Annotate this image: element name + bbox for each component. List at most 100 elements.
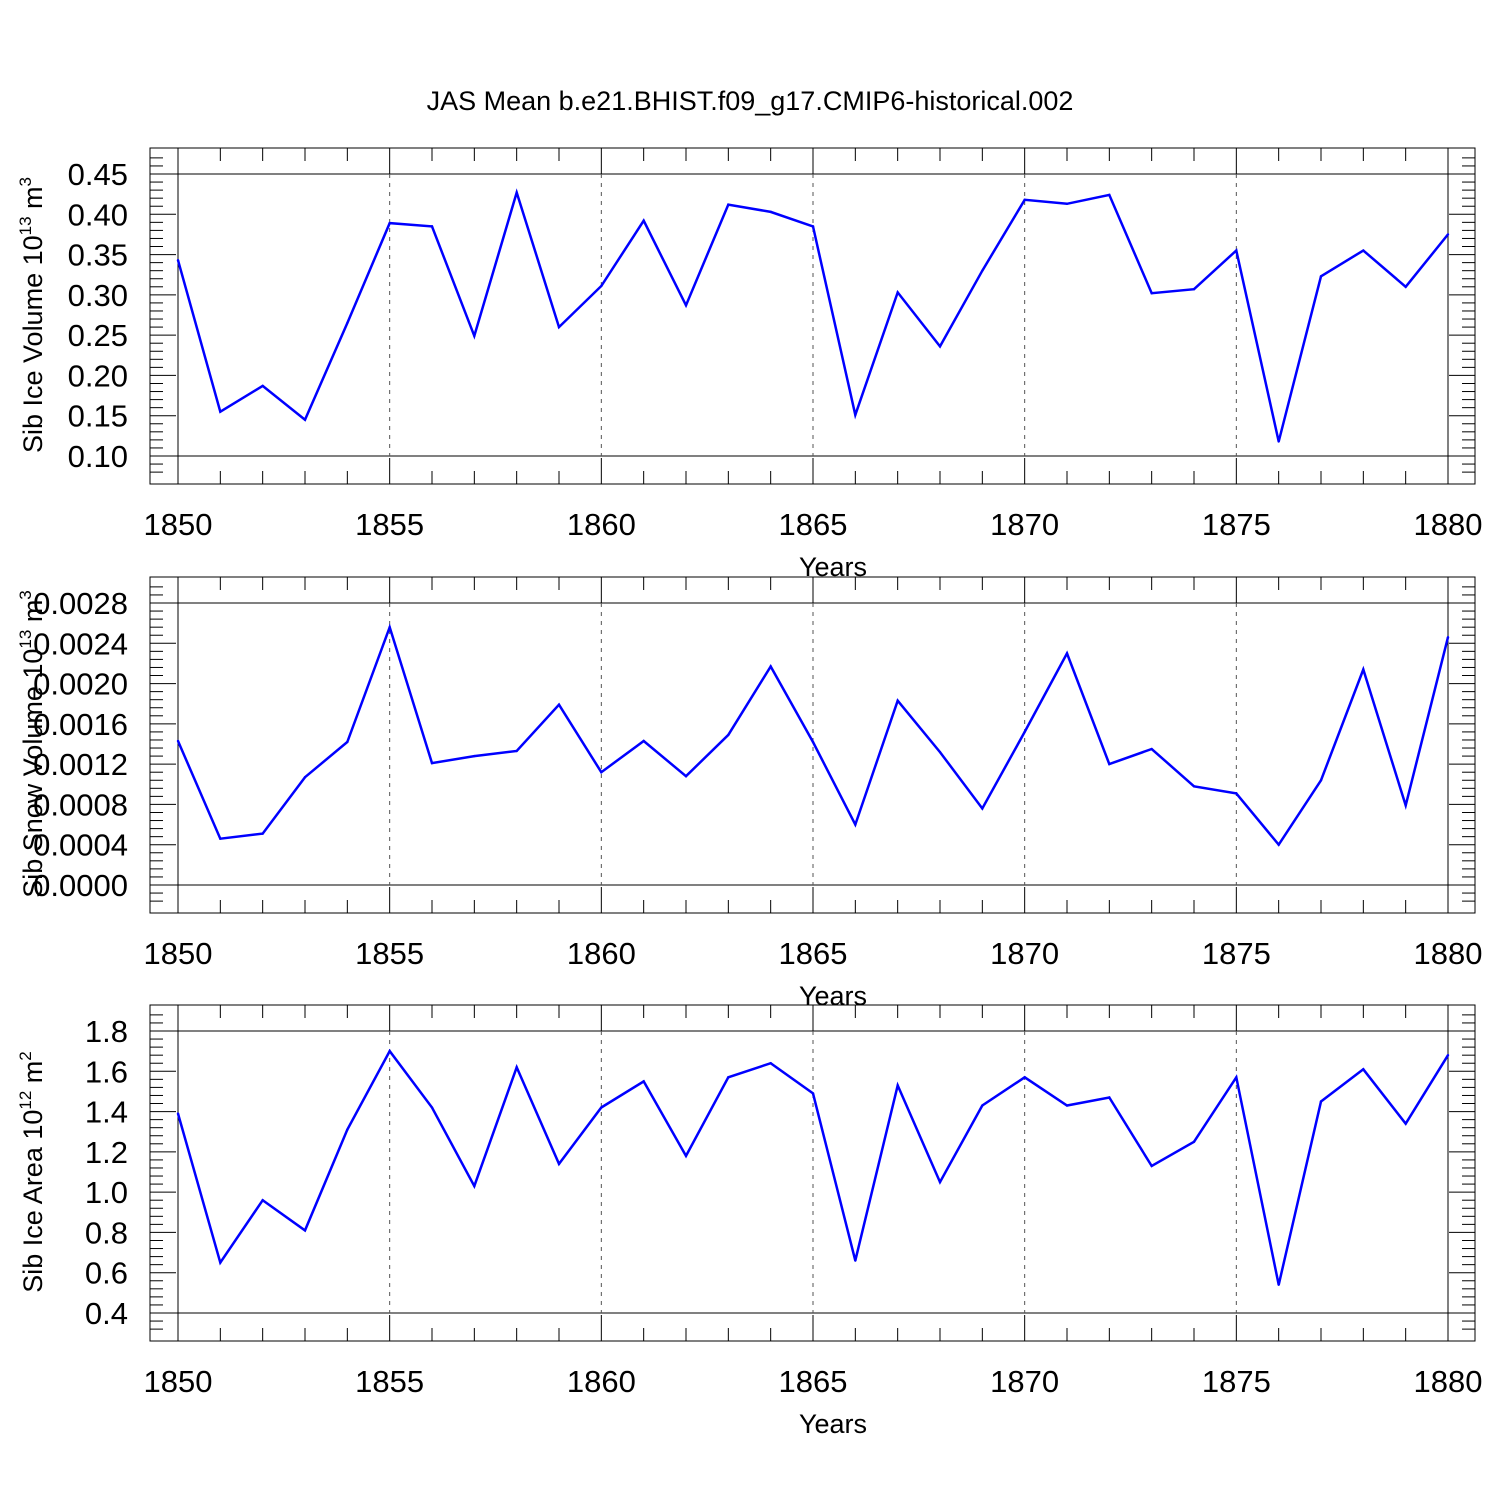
data-point [388, 221, 391, 225]
data-point [557, 1162, 561, 1166]
data-point [176, 259, 180, 262]
data-point [1150, 747, 1153, 751]
y-axis-label-unit-exponent: 2 [16, 1051, 35, 1060]
data-point [473, 334, 476, 338]
data-point [1277, 1283, 1280, 1287]
data-point [854, 823, 857, 826]
y-axis-label-unit: m [18, 186, 48, 216]
data-point [515, 191, 518, 194]
data-point [1404, 1122, 1407, 1125]
data-point [854, 1259, 857, 1262]
data-point [896, 1084, 899, 1087]
x-tick-label: 1860 [567, 507, 636, 542]
data-point [938, 750, 942, 754]
x-tick-label: 1855 [355, 507, 424, 542]
x-tick-label: 1870 [990, 1364, 1059, 1399]
data-point [1192, 1140, 1196, 1143]
y-tick-label: 1.8 [85, 1014, 128, 1049]
chart-panel-sib-ice-area: 0.4 0.6 0.8 1.0 1.2 1.4 1.6 1.8 1850 1855 1860 1865… [16, 1004, 1483, 1439]
x-axis-label: Years [799, 981, 867, 1011]
x-tick-label: 1865 [779, 1364, 848, 1399]
data-point [1108, 193, 1111, 197]
data-point [727, 733, 730, 737]
x-tick-label: 1855 [355, 936, 424, 971]
data-point [557, 325, 561, 329]
x-tick-label: 1855 [355, 1364, 424, 1399]
y-tick-label: 1.0 [85, 1175, 128, 1210]
data-point [176, 1112, 180, 1115]
y-tick-label: 0.30 [68, 278, 128, 313]
data-point [600, 284, 603, 288]
y-axis-label: Sib Ice Area 1012 m2 [16, 1051, 48, 1293]
data-point [430, 1106, 434, 1109]
x-tick-label: 1860 [567, 936, 636, 971]
series-line-sib-ice-volume [176, 188, 1449, 442]
x-tick-label: 1875 [1202, 1364, 1271, 1399]
x-tick-label: 1865 [779, 507, 848, 542]
data-point [811, 225, 815, 228]
x-tick-label: 1880 [1414, 1364, 1483, 1399]
data-point [303, 418, 307, 421]
x-tick-label: 1850 [144, 1364, 213, 1399]
y-tick-label: 0.4 [85, 1296, 128, 1331]
data-point [303, 776, 307, 779]
data-point [1446, 636, 1450, 639]
data-point [684, 775, 688, 778]
data-point [1065, 202, 1069, 206]
data-point [938, 1180, 942, 1184]
data-point [261, 384, 264, 388]
x-tick-label: 1880 [1414, 936, 1483, 971]
y-tick-label: 0.40 [68, 197, 128, 232]
y-tick-label: 0.0024 [33, 626, 128, 661]
data-point [219, 837, 222, 840]
data-point [1192, 785, 1196, 788]
chart-panel-sib-ice-volume: 0.10 0.15 0.20 0.25 0.30 0.35 0.40 0.45 1850 1855… [16, 147, 1483, 582]
y-axis-label-main: Sib Snow Volume 10 [18, 649, 48, 898]
data-point [388, 1049, 391, 1053]
data-point [727, 203, 730, 206]
data-point [1150, 292, 1153, 295]
data-point [1362, 249, 1365, 252]
data-point [346, 740, 349, 744]
data-point [1446, 233, 1450, 236]
y-axis-label-unit-exponent: 3 [16, 177, 35, 186]
y-tick-label: 0.15 [68, 399, 128, 434]
data-point [473, 1184, 476, 1188]
data-point [1404, 285, 1407, 288]
y-tick-label: 0.0020 [33, 667, 128, 702]
figure-title: JAS Mean b.e21.BHIST.f09_g17.CMIP6-histo… [427, 86, 1074, 116]
data-point [769, 210, 772, 214]
x-tick-label: 1860 [567, 1364, 636, 1399]
data-point [346, 321, 349, 325]
data-point [1277, 440, 1280, 443]
data-point [896, 291, 899, 294]
data-point [1065, 1104, 1069, 1107]
data-point [346, 1128, 349, 1131]
data-point [303, 1229, 307, 1232]
data-point [473, 754, 476, 758]
data-point [557, 703, 561, 706]
y-tick-label: 0.6 [85, 1256, 128, 1291]
y-axis-label-main: Sib Ice Volume 10 [18, 235, 48, 453]
data-point [1235, 792, 1238, 795]
x-tick-label: 1870 [990, 507, 1059, 542]
y-tick-label: 0.20 [68, 358, 128, 393]
y-tick-label: 0.0000 [33, 868, 128, 903]
data-point [642, 219, 645, 222]
data-point [854, 413, 857, 417]
x-tick-label: 1880 [1414, 507, 1483, 542]
data-point [261, 832, 264, 835]
data-point [430, 225, 434, 228]
data-point [1108, 1096, 1111, 1099]
data-point [1319, 275, 1323, 278]
data-point [176, 739, 180, 743]
y-tick-label: 0.0004 [33, 828, 128, 863]
x-tick-label: 1875 [1202, 936, 1271, 971]
data-point [811, 740, 815, 744]
data-point [1150, 1164, 1153, 1168]
chart-panel-sib-snow-volume: 0.0000 0.0004 0.0008 0.0012 0.0016 0.0020 0.00… [16, 576, 1483, 1011]
data-point [1065, 652, 1069, 655]
x-axis-label: Years [799, 1409, 867, 1439]
y-axis-label-exponent: 12 [16, 1091, 35, 1110]
